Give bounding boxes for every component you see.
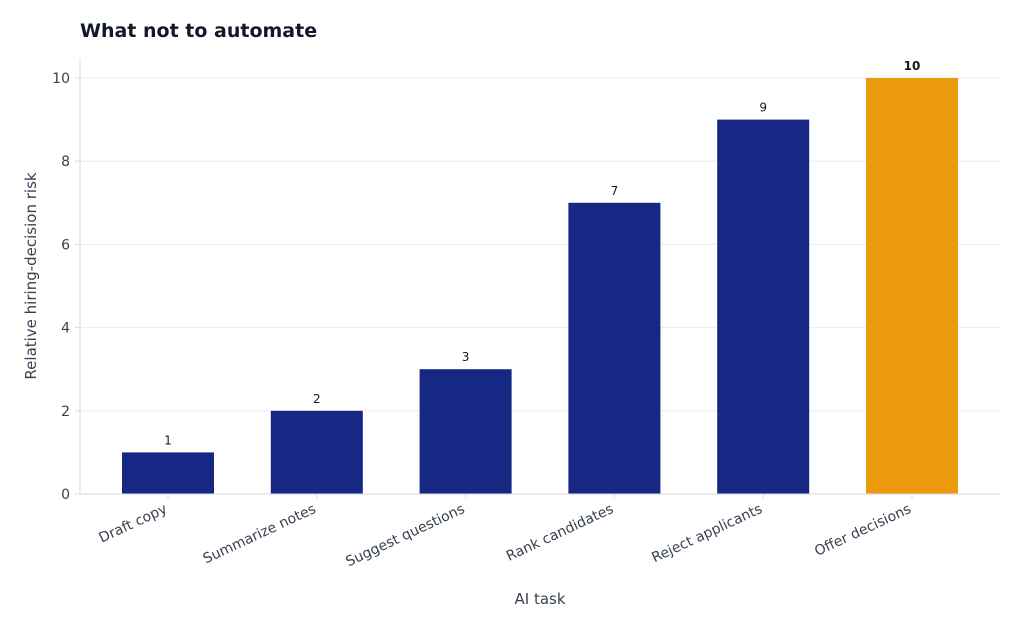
x-tick-label: Offer decisions xyxy=(812,501,913,560)
y-tick-label: 0 xyxy=(61,487,70,503)
data-labels: 1 2 3 7 9 10 xyxy=(164,59,920,447)
x-tick-label: Summarize notes xyxy=(201,501,319,567)
bar xyxy=(122,452,214,494)
grid-lines xyxy=(80,77,1000,495)
bar-value-label: 2 xyxy=(313,392,321,406)
x-tick-label: Suggest questions xyxy=(343,501,467,570)
y-axis-title: Relative hiring-decision risk xyxy=(22,172,40,379)
bar-value-label: 7 xyxy=(611,184,619,198)
bar-value-label: 10 xyxy=(904,59,921,73)
y-tick-label: 4 xyxy=(61,321,70,337)
bars xyxy=(122,78,958,495)
x-tick-label: Reject applicants xyxy=(649,501,764,566)
x-tick-label: Rank candidates xyxy=(504,501,616,565)
bar xyxy=(419,369,512,494)
bar-value-label: 1 xyxy=(164,433,172,447)
y-tick-label: 10 xyxy=(52,71,70,87)
y-tick-label: 2 xyxy=(61,404,70,420)
x-tick-label: Draft copy xyxy=(97,501,170,546)
x-axis-title: AI task xyxy=(514,590,565,608)
bar-value-label: 9 xyxy=(759,101,767,115)
bar-value-label: 3 xyxy=(462,350,470,364)
chart-title: What not to automate xyxy=(80,20,318,42)
bar xyxy=(717,119,810,494)
y-tick-label: 6 xyxy=(61,237,70,253)
bar xyxy=(866,78,958,494)
y-tick-label: 8 xyxy=(61,154,70,170)
bar xyxy=(568,202,661,495)
bar xyxy=(270,410,363,494)
